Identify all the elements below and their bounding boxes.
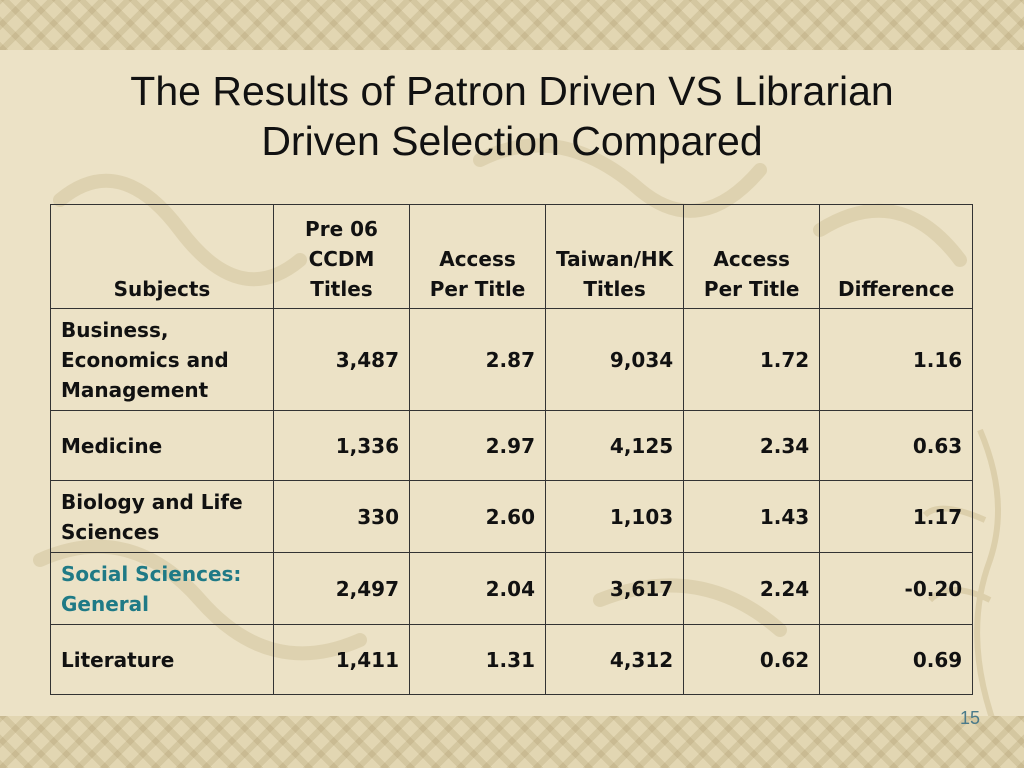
difference-cell: -0.20 (819, 552, 974, 625)
pre06-cell: 1,411 (273, 624, 410, 695)
slide-title-line-2: Driven Selection Compared (261, 118, 763, 164)
decorative-top-border (0, 0, 1024, 50)
access1-cell: 1.31 (409, 624, 546, 695)
page-number: 15 (959, 708, 980, 728)
table-header-row: Subjects Pre 06 CCDM Titles Access Per T… (50, 204, 974, 309)
access2-cell: 2.34 (683, 410, 821, 481)
header-pre06-titles: Pre 06 CCDM Titles (273, 204, 410, 309)
pre06-cell: 2,497 (273, 552, 410, 625)
taiwan-cell: 9,034 (544, 308, 685, 411)
access1-cell: 2.04 (409, 552, 546, 625)
header-access-per-title-1: Access Per Title (409, 204, 546, 309)
taiwan-cell: 1,103 (544, 480, 685, 553)
subject-cell: Biology and Life Sciences (50, 480, 274, 553)
difference-cell: 1.17 (819, 480, 974, 553)
table-row: Business, Economics and Management 3,487… (50, 308, 974, 411)
header-difference: Difference (819, 204, 974, 309)
difference-cell: 1.16 (819, 308, 974, 411)
table-row: Social Sciences: General 2,497 2.04 3,61… (50, 552, 974, 625)
header-subjects: Subjects (50, 204, 274, 309)
subject-cell: Business, Economics and Management (50, 308, 274, 411)
table-row: Literature 1,411 1.31 4,312 0.62 0.69 (50, 624, 974, 695)
access2-cell: 2.24 (683, 552, 821, 625)
pre06-cell: 3,487 (273, 308, 410, 411)
pre06-cell: 1,336 (273, 410, 410, 481)
difference-cell: 0.63 (819, 410, 974, 481)
table-row: Biology and Life Sciences 330 2.60 1,103… (50, 480, 974, 553)
pre06-cell: 330 (273, 480, 410, 553)
access1-cell: 2.97 (409, 410, 546, 481)
subject-cell: Medicine (50, 410, 274, 481)
access1-cell: 2.87 (409, 308, 546, 411)
slide-title-line-1: The Results of Patron Driven VS Libraria… (130, 68, 894, 114)
header-access-per-title-2: Access Per Title (683, 204, 821, 309)
difference-cell: 0.69 (819, 624, 974, 695)
taiwan-cell: 3,617 (544, 552, 685, 625)
slide-title: The Results of Patron Driven VS Libraria… (0, 66, 1024, 166)
access2-cell: 1.72 (683, 308, 821, 411)
subject-cell: Literature (50, 624, 274, 695)
taiwan-cell: 4,125 (544, 410, 685, 481)
access2-cell: 0.62 (683, 624, 821, 695)
taiwan-cell: 4,312 (544, 624, 685, 695)
subject-cell-highlighted[interactable]: Social Sciences: General (50, 552, 274, 625)
access2-cell: 1.43 (683, 480, 821, 553)
access1-cell: 2.60 (409, 480, 546, 553)
results-table: Subjects Pre 06 CCDM Titles Access Per T… (50, 204, 974, 695)
decorative-bottom-border (0, 716, 1024, 768)
table-row: Medicine 1,336 2.97 4,125 2.34 0.63 (50, 410, 974, 481)
header-taiwan-hk-titles: Taiwan/HK Titles (544, 204, 685, 309)
